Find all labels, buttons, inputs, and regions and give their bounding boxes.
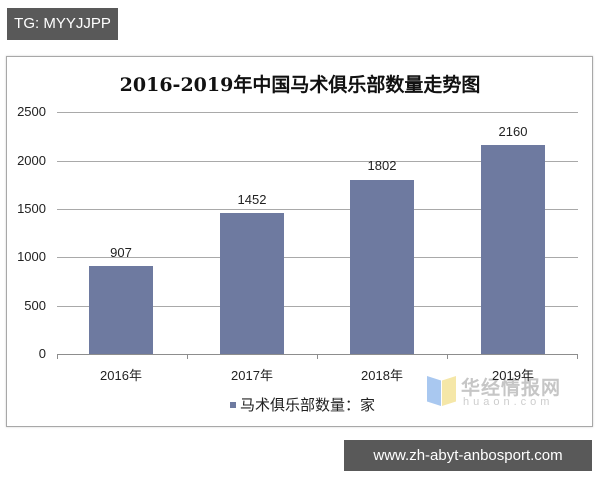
- x-tick: [317, 354, 318, 359]
- footer-url: www.zh-abyt-anbosport.com: [344, 440, 592, 471]
- watermark-domain: huaon.com: [463, 396, 554, 408]
- x-tick-label: 2016年: [100, 368, 142, 383]
- y-tick-label: 1000: [17, 249, 46, 264]
- watermark-logo-icon: [427, 376, 441, 406]
- x-tick-label: 2018年: [361, 368, 403, 383]
- chart-title: 2016-2019年中国马术俱乐部数量走势图: [119, 74, 481, 96]
- data-label: 1802: [367, 158, 397, 173]
- x-tick: [187, 354, 188, 359]
- y-tick-label: 500: [24, 298, 46, 313]
- legend-label: 马术俱乐部数量：家: [240, 397, 376, 414]
- gridline: [57, 161, 578, 162]
- y-tick-label: 1500: [17, 201, 46, 216]
- watermark-text: 华经情报网: [461, 378, 562, 399]
- y-tick-label: 2000: [17, 153, 46, 168]
- y-tick-label: 2500: [17, 104, 46, 119]
- gridline: [57, 257, 578, 258]
- legend: 马术俱乐部数量：家: [230, 394, 375, 415]
- bar-2017: [220, 213, 284, 354]
- gridline: [57, 209, 578, 210]
- watermark-logo-icon: [442, 376, 456, 406]
- data-label: 2160: [498, 124, 528, 139]
- x-tick: [57, 354, 58, 359]
- x-tick-label: 2017年: [231, 368, 273, 383]
- huaon-watermark: 华经情报网 huaon.com: [427, 370, 577, 410]
- x-tick: [447, 354, 448, 359]
- gridline: [57, 112, 578, 113]
- legend-swatch-icon: [230, 401, 236, 408]
- x-tick: [577, 354, 578, 359]
- data-label: 907: [110, 245, 132, 260]
- x-tick-label: 2019年: [492, 368, 534, 383]
- bar-2016: [89, 266, 153, 354]
- gridline: [57, 306, 578, 307]
- data-label: 1452: [237, 192, 267, 207]
- bar-2019: [481, 145, 545, 354]
- bar-2018: [350, 180, 414, 354]
- y-tick-label: 0: [38, 346, 46, 361]
- tg-badge: TG: MYYJJPP: [7, 8, 118, 40]
